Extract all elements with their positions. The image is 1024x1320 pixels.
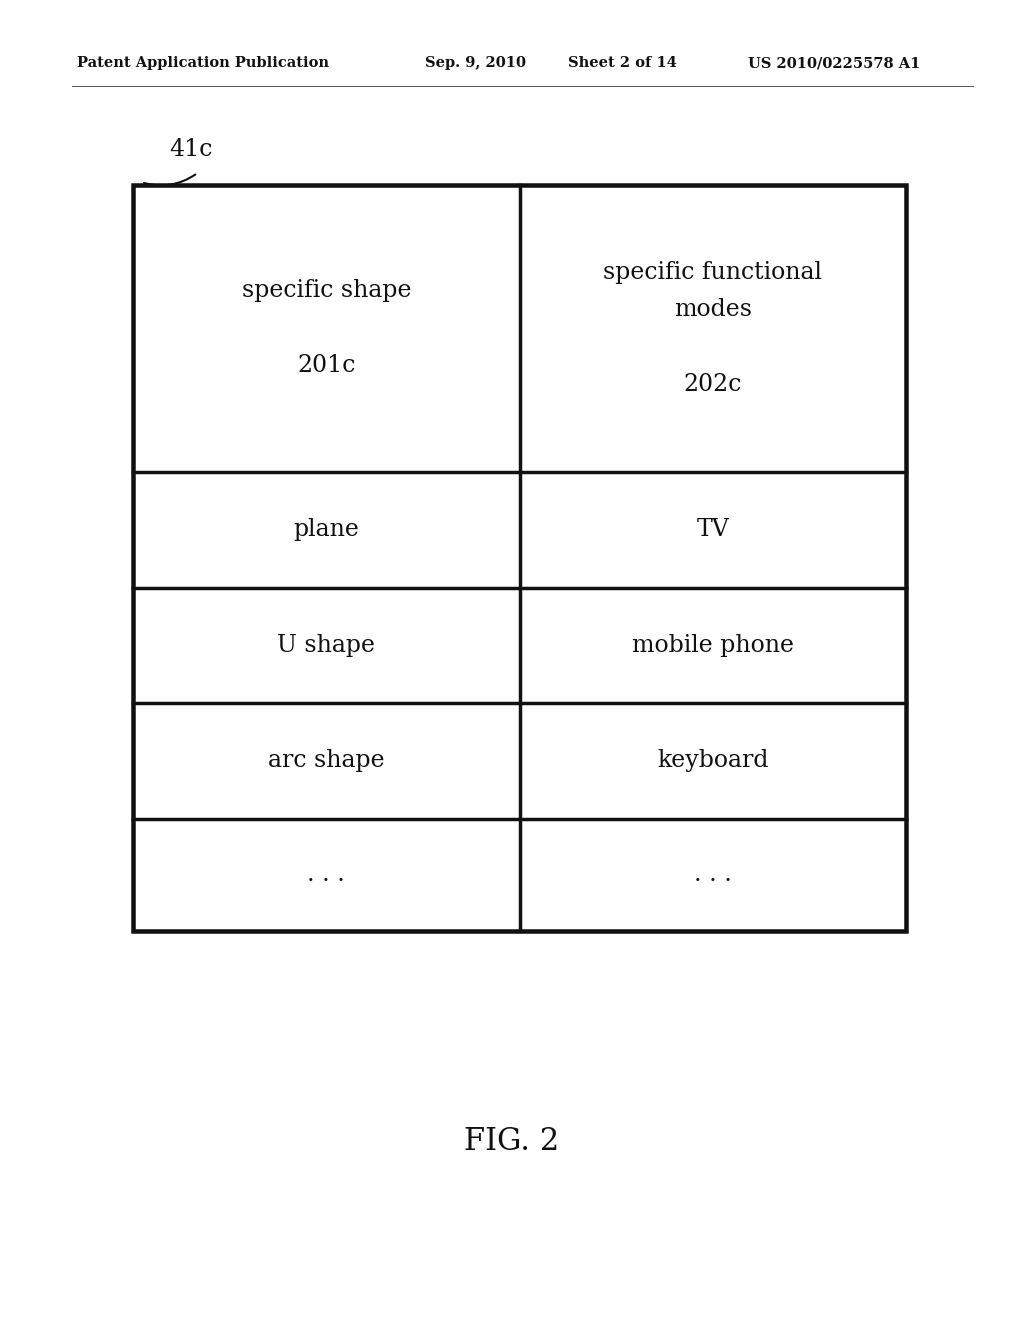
Text: specific functional
modes

202c: specific functional modes 202c — [603, 261, 822, 396]
Text: mobile phone: mobile phone — [632, 634, 794, 657]
Text: arc shape: arc shape — [268, 750, 385, 772]
Text: 41c: 41c — [169, 137, 212, 161]
Text: Sheet 2 of 14: Sheet 2 of 14 — [568, 57, 677, 70]
Text: . . .: . . . — [307, 863, 345, 886]
Text: Patent Application Publication: Patent Application Publication — [77, 57, 329, 70]
Text: U shape: U shape — [278, 634, 376, 657]
Text: keyboard: keyboard — [657, 750, 769, 772]
Text: Sep. 9, 2010: Sep. 9, 2010 — [425, 57, 526, 70]
Text: TV: TV — [696, 519, 729, 541]
Text: FIG. 2: FIG. 2 — [464, 1126, 560, 1158]
FancyArrowPatch shape — [144, 174, 196, 185]
Bar — [133, 185, 906, 931]
Text: specific shape

201c: specific shape 201c — [242, 280, 412, 378]
Text: plane: plane — [294, 519, 359, 541]
Text: US 2010/0225578 A1: US 2010/0225578 A1 — [748, 57, 920, 70]
Text: . . .: . . . — [694, 863, 732, 886]
